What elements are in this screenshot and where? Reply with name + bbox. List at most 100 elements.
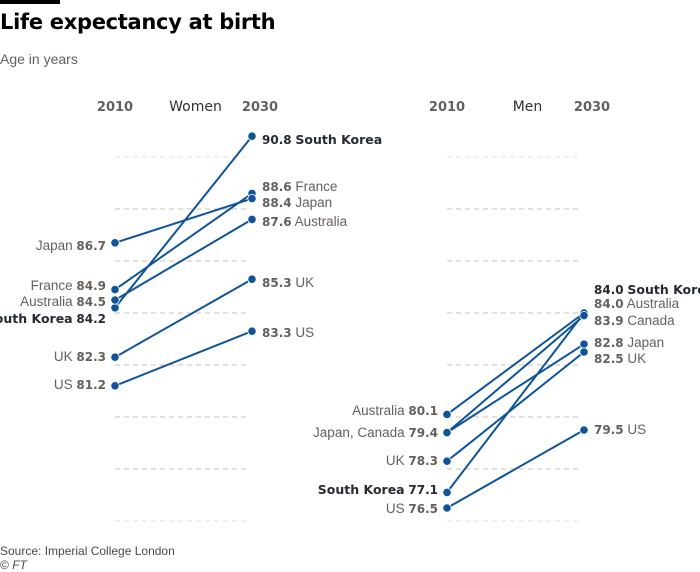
label-value: 88.4 bbox=[262, 196, 292, 210]
label-value: 90.8 bbox=[262, 133, 292, 147]
year-label-start: 2010 bbox=[429, 100, 465, 115]
label-value: 88.6 bbox=[262, 180, 292, 194]
right-label: 90.8 South Korea bbox=[262, 132, 382, 147]
slope-line bbox=[114, 135, 253, 309]
label-country: UK bbox=[627, 351, 646, 366]
label-value: 85.3 bbox=[262, 276, 292, 290]
left-label: UK 82.3 bbox=[54, 349, 106, 364]
dot-2030 bbox=[247, 274, 257, 284]
right-label: 84.0 Australia bbox=[594, 296, 680, 311]
label-country: Australia bbox=[295, 214, 348, 229]
dot-2030 bbox=[579, 347, 589, 357]
chart-title: Life expectancy at birth bbox=[0, 10, 276, 34]
label-country: South Korea bbox=[627, 282, 700, 297]
year-label-end: 2030 bbox=[242, 100, 278, 115]
chart-subtitle: Age in years bbox=[0, 51, 78, 67]
left-label: US 81.2 bbox=[54, 377, 106, 392]
copyright-org: FT bbox=[12, 558, 27, 572]
slope-line bbox=[446, 314, 585, 434]
slope-line bbox=[114, 278, 253, 359]
right-label: 79.5 US bbox=[594, 422, 646, 437]
panel-title: Women bbox=[169, 99, 222, 115]
slope-line bbox=[446, 312, 585, 494]
dot-2010 bbox=[110, 238, 120, 248]
dot-2010 bbox=[110, 381, 120, 391]
brand-bar bbox=[0, 0, 60, 4]
dot-2010 bbox=[110, 352, 120, 362]
dot-2010 bbox=[110, 303, 120, 313]
left-label: US 76.5 bbox=[386, 501, 438, 516]
slope-line bbox=[114, 192, 253, 291]
label-country: South Korea bbox=[295, 132, 382, 147]
label-value: 83.9 bbox=[594, 314, 624, 328]
panel-title: Men bbox=[513, 99, 543, 115]
right-label: 85.3 UK bbox=[262, 275, 314, 290]
right-label: 83.9 Canada bbox=[594, 313, 675, 328]
label-value: 84.0 bbox=[594, 283, 624, 297]
right-label: 82.8 Japan bbox=[594, 335, 664, 350]
label-country: South Korea bbox=[0, 311, 73, 326]
left-label: Australia 80.1 bbox=[352, 403, 438, 418]
right-label: 88.4 Japan bbox=[262, 195, 332, 210]
slope-line bbox=[446, 429, 585, 509]
label-country: US bbox=[386, 501, 405, 516]
dot-2010 bbox=[442, 427, 452, 438]
slope-line bbox=[446, 312, 585, 416]
left-label: South Korea 77.1 bbox=[318, 482, 438, 497]
label-country: Japan bbox=[627, 335, 664, 350]
dot-2030 bbox=[579, 339, 589, 349]
right-label: 87.6 Australia bbox=[262, 214, 348, 229]
label-value: 79.5 bbox=[594, 423, 624, 437]
label-value: 82.8 bbox=[594, 336, 624, 350]
label-value: 82.5 bbox=[594, 352, 624, 366]
label-value: 80.1 bbox=[408, 404, 438, 418]
left-label: France 84.9 bbox=[31, 278, 106, 293]
label-value: 77.1 bbox=[408, 483, 438, 497]
label-value: 86.7 bbox=[76, 239, 106, 253]
label-country: Australia bbox=[352, 403, 405, 418]
dot-2030 bbox=[247, 214, 257, 224]
year-label-start: 2010 bbox=[97, 100, 133, 115]
slope-line bbox=[114, 197, 253, 244]
right-label: 84.0 South Korea bbox=[594, 282, 700, 297]
label-value: 84.0 bbox=[594, 297, 624, 311]
label-value: 81.2 bbox=[76, 378, 106, 392]
right-label: 83.3 US bbox=[262, 325, 314, 340]
copyright-note: © FT bbox=[0, 558, 27, 572]
dot-2010 bbox=[442, 503, 452, 513]
left-label: Japan 86.7 bbox=[36, 238, 106, 253]
label-value: 83.3 bbox=[262, 326, 292, 340]
label-value: 82.3 bbox=[76, 350, 106, 364]
copyright-symbol: © bbox=[0, 558, 9, 572]
label-country: US bbox=[295, 325, 314, 340]
dot-2010 bbox=[442, 409, 452, 419]
dot-2030 bbox=[579, 310, 589, 321]
left-label: Australia 84.5 bbox=[20, 294, 106, 309]
slope-line bbox=[446, 351, 585, 462]
label-country: South Korea bbox=[318, 482, 405, 497]
right-label: 88.6 France bbox=[262, 179, 337, 194]
right-label: 82.5 UK bbox=[594, 351, 646, 366]
label-country: France bbox=[295, 179, 337, 194]
label-country: Canada bbox=[627, 313, 675, 328]
label-value: 84.5 bbox=[76, 295, 106, 309]
label-value: 78.3 bbox=[408, 454, 438, 468]
slope-line bbox=[114, 330, 253, 387]
left-label: Japan, Canada 79.4 bbox=[313, 425, 438, 440]
label-country: US bbox=[627, 422, 646, 437]
dot-2030 bbox=[247, 194, 257, 204]
dot-2010 bbox=[110, 284, 120, 295]
label-country: Australia bbox=[627, 296, 680, 311]
dot-2010 bbox=[442, 487, 452, 497]
dot-2010 bbox=[110, 295, 120, 305]
dot-2030 bbox=[579, 425, 589, 435]
label-value: 84.2 bbox=[76, 312, 106, 326]
dot-2010 bbox=[442, 456, 452, 466]
dot-2030 bbox=[247, 326, 257, 336]
label-country: France bbox=[31, 278, 73, 293]
label-value: 79.4 bbox=[408, 426, 438, 440]
label-value: 87.6 bbox=[262, 215, 292, 229]
label-country: UK bbox=[54, 349, 73, 364]
source-note: Source: Imperial College London bbox=[0, 544, 175, 558]
label-country: Japan, Canada bbox=[313, 425, 405, 440]
